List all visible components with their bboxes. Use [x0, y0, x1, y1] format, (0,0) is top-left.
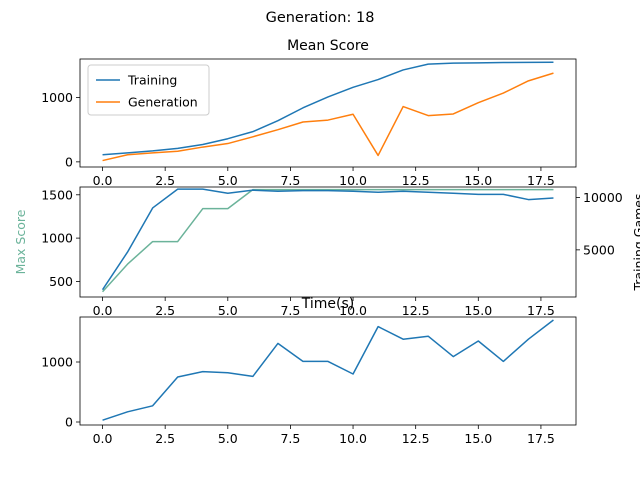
figure-title: Generation: 18: [266, 10, 375, 26]
y2-axis-label: Training Games: [631, 193, 640, 291]
y-tick-label: 0: [65, 415, 73, 430]
series-line-training: [102, 61, 554, 156]
y-tick-label: 0: [65, 154, 73, 169]
y2-tick-label: 10000: [583, 190, 623, 205]
x-tick-label: 10.0: [339, 431, 367, 446]
y2-tick-label: 5000: [583, 242, 615, 257]
x-tick-label: 0.0: [93, 173, 113, 188]
x-tick-label: 5.0: [218, 431, 238, 446]
x-tick-label: 0.0: [93, 303, 113, 318]
x-tick-label: 0.0: [93, 431, 113, 446]
x-tick-label: 15.0: [464, 431, 492, 446]
y-tick-label: 500: [49, 274, 73, 289]
y-tick-label: 1000: [41, 90, 73, 105]
legend-entry: Training: [127, 73, 177, 88]
subplot-title: Time(s): [301, 296, 354, 312]
x-tick-label: 10.0: [339, 303, 367, 318]
x-tick-label: 7.5: [280, 431, 300, 446]
y-tick-label: 1000: [41, 355, 73, 370]
legend: Training Generation: [87, 64, 210, 116]
x-tick-label: 2.5: [155, 173, 175, 188]
axes-frame: [79, 58, 577, 168]
subplot-1: 0.0 2.5 5.0 7.5 10.0 12.5 15.0 17.5 0 1000 Mean Sc…: [41, 38, 577, 188]
axes-frame: [79, 186, 577, 298]
x-tick-label: 15.0: [464, 303, 492, 318]
y-tick-label: 1500: [41, 187, 73, 202]
y-tick-label: 1000: [41, 231, 73, 246]
x-tick-label: 17.5: [527, 173, 555, 188]
x-tick-label: 2.5: [155, 303, 175, 318]
x-tick-label: 7.5: [280, 173, 300, 188]
x-tick-label: 15.0: [464, 173, 492, 188]
x-tick-label: 10.0: [339, 173, 367, 188]
x-tick-label: 17.5: [527, 303, 555, 318]
series-line: [101, 188, 554, 293]
subplot-3: 0.0 2.5 5.0 7.5 10.0 12.5 15.0 17.5 0 1000 Time(s): [41, 296, 577, 446]
axes-frame: [79, 316, 577, 426]
y-axis-label: Max Score: [13, 209, 28, 274]
x-tick-label: 7.5: [280, 303, 300, 318]
subplot-2: 0.0 2.5 5.0 7.5 10.0 12.5 15.0 17.5 500 1000 1500 5…: [13, 186, 640, 318]
series-line-generation: [102, 72, 554, 162]
x-tick-label: 17.5: [527, 431, 555, 446]
x-tick-label: 2.5: [155, 431, 175, 446]
legend-entry: Generation: [128, 95, 198, 110]
x-tick-label: 5.0: [218, 173, 238, 188]
x-tick-label: 12.5: [402, 431, 430, 446]
series-line: [102, 319, 554, 421]
x-tick-label: 12.5: [402, 303, 430, 318]
x-tick-label: 5.0: [218, 303, 238, 318]
series-line: [101, 188, 554, 291]
x-tick-label: 12.5: [402, 173, 430, 188]
subplot-title: Mean Score: [287, 38, 369, 54]
